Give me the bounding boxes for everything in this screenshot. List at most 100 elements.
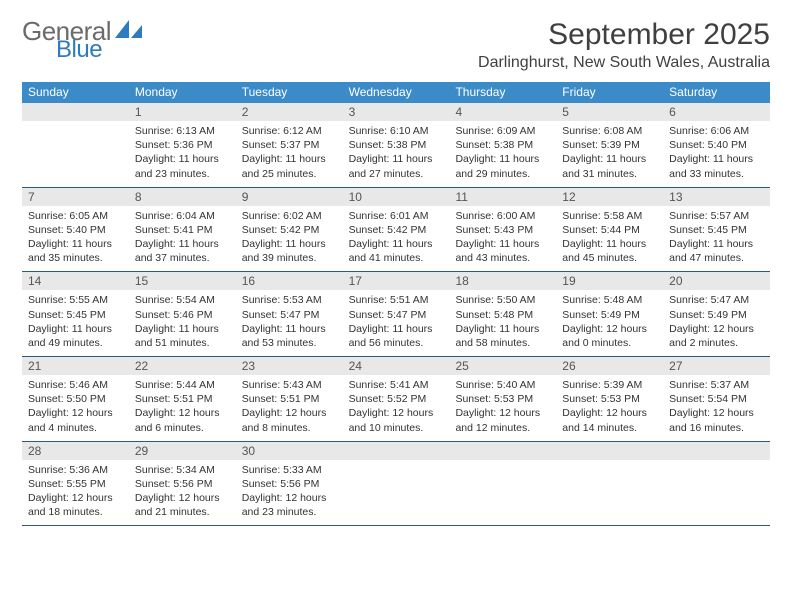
sunrise-text: Sunrise: 5:44 AM	[135, 378, 230, 392]
calendar-day-cell: 23Sunrise: 5:43 AMSunset: 5:51 PMDayligh…	[236, 357, 343, 441]
day-details: Sunrise: 5:36 AMSunset: 5:55 PMDaylight:…	[22, 460, 129, 526]
sunrise-text: Sunrise: 6:01 AM	[349, 209, 444, 223]
day-details: Sunrise: 5:34 AMSunset: 5:56 PMDaylight:…	[129, 460, 236, 526]
calendar-day-cell: 10Sunrise: 6:01 AMSunset: 5:42 PMDayligh…	[343, 188, 450, 272]
sunrise-text: Sunrise: 6:05 AM	[28, 209, 123, 223]
day-number: 11	[449, 188, 556, 206]
sunrise-text: Sunrise: 5:33 AM	[242, 463, 337, 477]
sunrise-text: Sunrise: 5:54 AM	[135, 293, 230, 307]
brand-logo: General Blue	[22, 18, 143, 62]
calendar-day-cell: 30Sunrise: 5:33 AMSunset: 5:56 PMDayligh…	[236, 442, 343, 526]
daylight-text: Daylight: 11 hours and 45 minutes.	[562, 237, 657, 265]
sunrise-text: Sunrise: 5:43 AM	[242, 378, 337, 392]
day-details: Sunrise: 5:44 AMSunset: 5:51 PMDaylight:…	[129, 375, 236, 441]
day-details: Sunrise: 5:40 AMSunset: 5:53 PMDaylight:…	[449, 375, 556, 441]
sunset-text: Sunset: 5:49 PM	[669, 308, 764, 322]
sunset-text: Sunset: 5:37 PM	[242, 138, 337, 152]
calendar-week-row: 21Sunrise: 5:46 AMSunset: 5:50 PMDayligh…	[22, 357, 770, 442]
col-header: Tuesday	[236, 82, 343, 103]
calendar-week-row: 28Sunrise: 5:36 AMSunset: 5:55 PMDayligh…	[22, 442, 770, 527]
day-details: Sunrise: 5:37 AMSunset: 5:54 PMDaylight:…	[663, 375, 770, 441]
day-number: 19	[556, 272, 663, 290]
day-number: 12	[556, 188, 663, 206]
sunset-text: Sunset: 5:47 PM	[349, 308, 444, 322]
day-details: Sunrise: 5:43 AMSunset: 5:51 PMDaylight:…	[236, 375, 343, 441]
calendar-day-cell: 26Sunrise: 5:39 AMSunset: 5:53 PMDayligh…	[556, 357, 663, 441]
sunset-text: Sunset: 5:53 PM	[455, 392, 550, 406]
day-details: Sunrise: 6:00 AMSunset: 5:43 PMDaylight:…	[449, 206, 556, 272]
day-number: 28	[22, 442, 129, 460]
sunset-text: Sunset: 5:40 PM	[28, 223, 123, 237]
day-details: Sunrise: 5:53 AMSunset: 5:47 PMDaylight:…	[236, 290, 343, 356]
calendar-day-cell: 14Sunrise: 5:55 AMSunset: 5:45 PMDayligh…	[22, 272, 129, 356]
day-number: 24	[343, 357, 450, 375]
calendar-day-cell: 20Sunrise: 5:47 AMSunset: 5:49 PMDayligh…	[663, 272, 770, 356]
calendar-day-cell: 13Sunrise: 5:57 AMSunset: 5:45 PMDayligh…	[663, 188, 770, 272]
col-header: Sunday	[22, 82, 129, 103]
sunset-text: Sunset: 5:53 PM	[562, 392, 657, 406]
daylight-text: Daylight: 12 hours and 14 minutes.	[562, 406, 657, 434]
day-number: 4	[449, 103, 556, 121]
calendar-day-cell: 1Sunrise: 6:13 AMSunset: 5:36 PMDaylight…	[129, 103, 236, 187]
daylight-text: Daylight: 11 hours and 35 minutes.	[28, 237, 123, 265]
day-number	[449, 442, 556, 460]
calendar-day-cell	[343, 442, 450, 526]
sunset-text: Sunset: 5:42 PM	[349, 223, 444, 237]
sunrise-text: Sunrise: 5:48 AM	[562, 293, 657, 307]
sunrise-text: Sunrise: 5:51 AM	[349, 293, 444, 307]
day-details: Sunrise: 6:08 AMSunset: 5:39 PMDaylight:…	[556, 121, 663, 187]
day-number: 20	[663, 272, 770, 290]
sunset-text: Sunset: 5:56 PM	[135, 477, 230, 491]
daylight-text: Daylight: 12 hours and 6 minutes.	[135, 406, 230, 434]
sunset-text: Sunset: 5:56 PM	[242, 477, 337, 491]
day-number: 5	[556, 103, 663, 121]
daylight-text: Daylight: 11 hours and 51 minutes.	[135, 322, 230, 350]
calendar-grid: Sunday Monday Tuesday Wednesday Thursday…	[22, 82, 770, 526]
sunrise-text: Sunrise: 6:10 AM	[349, 124, 444, 138]
calendar-day-cell	[556, 442, 663, 526]
day-number	[556, 442, 663, 460]
calendar-day-cell	[663, 442, 770, 526]
daylight-text: Daylight: 12 hours and 4 minutes.	[28, 406, 123, 434]
calendar-day-cell: 16Sunrise: 5:53 AMSunset: 5:47 PMDayligh…	[236, 272, 343, 356]
daylight-text: Daylight: 12 hours and 23 minutes.	[242, 491, 337, 519]
calendar-day-cell: 24Sunrise: 5:41 AMSunset: 5:52 PMDayligh…	[343, 357, 450, 441]
sunrise-text: Sunrise: 5:47 AM	[669, 293, 764, 307]
day-details: Sunrise: 5:33 AMSunset: 5:56 PMDaylight:…	[236, 460, 343, 526]
day-details: Sunrise: 6:02 AMSunset: 5:42 PMDaylight:…	[236, 206, 343, 272]
sunrise-text: Sunrise: 6:09 AM	[455, 124, 550, 138]
daylight-text: Daylight: 12 hours and 18 minutes.	[28, 491, 123, 519]
day-number: 18	[449, 272, 556, 290]
day-number: 7	[22, 188, 129, 206]
calendar-day-cell: 18Sunrise: 5:50 AMSunset: 5:48 PMDayligh…	[449, 272, 556, 356]
sunrise-text: Sunrise: 6:04 AM	[135, 209, 230, 223]
day-details: Sunrise: 6:04 AMSunset: 5:41 PMDaylight:…	[129, 206, 236, 272]
day-number: 1	[129, 103, 236, 121]
day-details: Sunrise: 6:06 AMSunset: 5:40 PMDaylight:…	[663, 121, 770, 187]
day-number: 8	[129, 188, 236, 206]
calendar-day-cell	[22, 103, 129, 187]
logo-text-blue: Blue	[56, 38, 143, 62]
daylight-text: Daylight: 12 hours and 16 minutes.	[669, 406, 764, 434]
day-number: 17	[343, 272, 450, 290]
sunrise-text: Sunrise: 5:40 AM	[455, 378, 550, 392]
sunset-text: Sunset: 5:45 PM	[28, 308, 123, 322]
sunrise-text: Sunrise: 5:41 AM	[349, 378, 444, 392]
sunset-text: Sunset: 5:51 PM	[242, 392, 337, 406]
day-number	[343, 442, 450, 460]
sunset-text: Sunset: 5:43 PM	[455, 223, 550, 237]
col-header: Friday	[556, 82, 663, 103]
sunset-text: Sunset: 5:47 PM	[242, 308, 337, 322]
calendar-day-cell: 12Sunrise: 5:58 AMSunset: 5:44 PMDayligh…	[556, 188, 663, 272]
daylight-text: Daylight: 11 hours and 41 minutes.	[349, 237, 444, 265]
daylight-text: Daylight: 11 hours and 31 minutes.	[562, 152, 657, 180]
day-number: 6	[663, 103, 770, 121]
day-number: 2	[236, 103, 343, 121]
calendar-day-cell: 17Sunrise: 5:51 AMSunset: 5:47 PMDayligh…	[343, 272, 450, 356]
day-details: Sunrise: 6:13 AMSunset: 5:36 PMDaylight:…	[129, 121, 236, 187]
daylight-text: Daylight: 11 hours and 29 minutes.	[455, 152, 550, 180]
day-details: Sunrise: 5:58 AMSunset: 5:44 PMDaylight:…	[556, 206, 663, 272]
day-details: Sunrise: 6:01 AMSunset: 5:42 PMDaylight:…	[343, 206, 450, 272]
calendar-day-cell: 21Sunrise: 5:46 AMSunset: 5:50 PMDayligh…	[22, 357, 129, 441]
calendar-day-cell: 27Sunrise: 5:37 AMSunset: 5:54 PMDayligh…	[663, 357, 770, 441]
